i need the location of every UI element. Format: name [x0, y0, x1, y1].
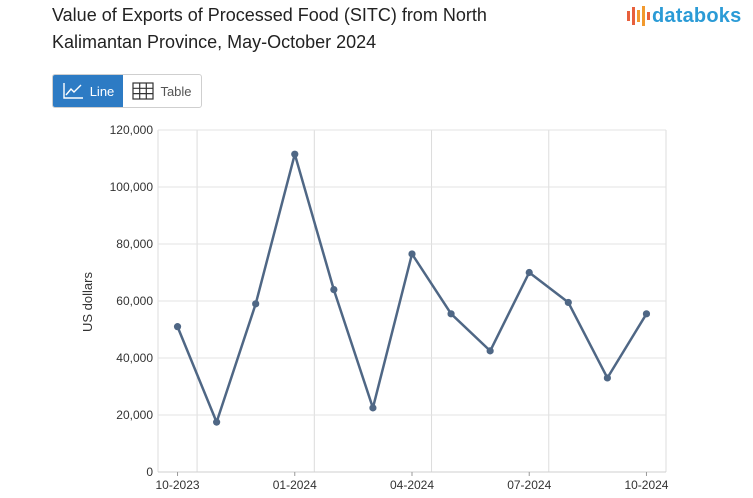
y-tick-label: 0: [146, 465, 153, 479]
data-point: [173, 323, 182, 331]
data-point: [291, 150, 299, 158]
x-tick-label: 01-2024: [273, 478, 317, 492]
horizontal-gridlines: [158, 129, 666, 473]
x-axis-ticks: 10-2023 01-2024 04-2024 07-2024 10-2024: [156, 472, 669, 492]
y-tick-label: 80,000: [116, 237, 153, 251]
data-point: [486, 347, 494, 355]
data-point: [213, 418, 221, 426]
table-view-label: Table: [160, 83, 192, 99]
x-tick-label: 04-2024: [390, 478, 434, 492]
table-grid-icon: [132, 82, 155, 100]
data-point: [369, 404, 377, 412]
data-point: [447, 310, 455, 318]
data-point: [525, 268, 533, 277]
databoks-bars-icon: [627, 6, 650, 26]
data-point: [252, 300, 260, 308]
data-point: [330, 286, 338, 294]
x-tick-label: 10-2023: [156, 478, 200, 492]
y-tick-label: 40,000: [116, 351, 153, 365]
data-point: [642, 310, 651, 318]
y-axis-ticks: 0 20,000 40,000 60,000 80,000 100,000 120,000: [110, 123, 154, 479]
x-tick-label: 10-2024: [624, 478, 668, 492]
table-view-button[interactable]: Table: [123, 75, 201, 107]
brand-name: databoks: [652, 4, 742, 27]
line-view-button[interactable]: Line: [53, 75, 123, 107]
brand-logo: databoks: [626, 4, 741, 28]
data-point: [564, 298, 572, 307]
data-point: [408, 250, 416, 258]
series-line: [176, 152, 648, 424]
y-tick-label: 60,000: [116, 294, 153, 308]
y-tick-label: 120,000: [110, 123, 154, 137]
view-toggle: Line Table: [52, 74, 202, 108]
line-chart-icon: [63, 83, 83, 99]
y-tick-label: 100,000: [110, 180, 154, 194]
y-tick-label: 20,000: [116, 408, 153, 422]
line-view-label: Line: [89, 83, 115, 99]
data-point: [603, 374, 611, 382]
series-group: [173, 150, 651, 426]
x-tick-label: 07-2024: [507, 478, 551, 492]
y-axis-label: US dollars: [80, 272, 95, 332]
chart-title: Value of Exports of Processed Food (SITC…: [52, 5, 487, 52]
